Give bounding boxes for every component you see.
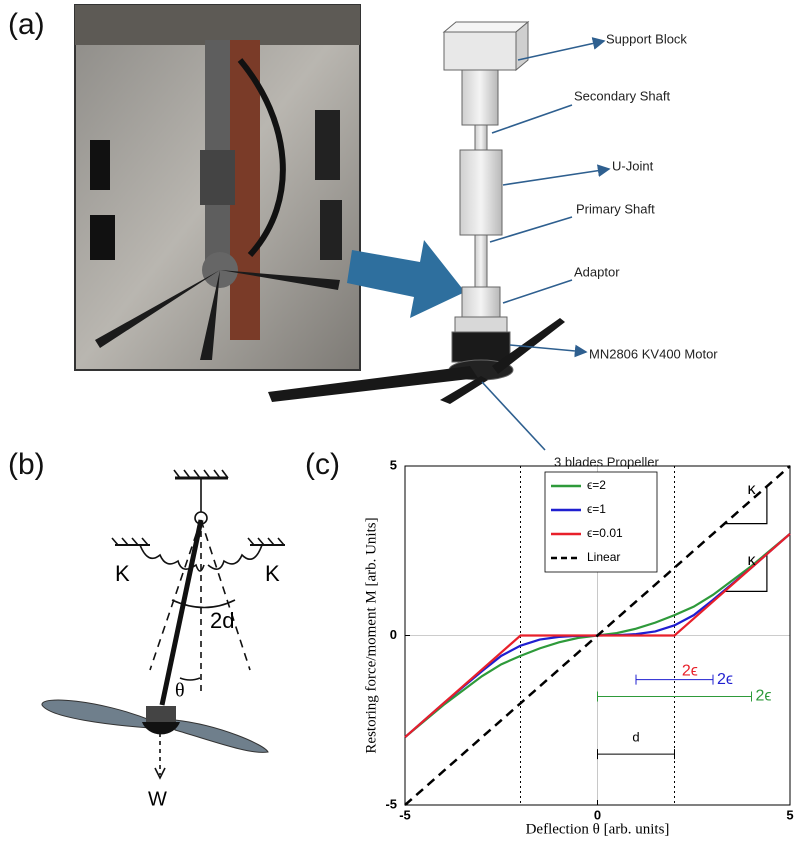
cad-drawing <box>268 20 565 404</box>
spring-label: K <box>265 561 280 586</box>
y-axis-label: Restoring force/moment M [arb. Units] <box>363 517 379 753</box>
legend-label: ϵ=1 <box>587 502 606 516</box>
annotation: 2ϵ <box>682 662 698 679</box>
slope-markers <box>724 486 768 593</box>
cad-label: Primary Shaft <box>576 201 655 216</box>
bracket-label: 2ϵ <box>717 671 733 688</box>
panel-label: (b) <box>8 448 45 481</box>
propeller <box>41 699 269 753</box>
pendulum-diagram <box>111 469 285 780</box>
cad-label: 3 blades Propeller <box>554 454 659 469</box>
legend-label: Linear <box>587 550 620 564</box>
cad-label: Support Block <box>606 31 687 46</box>
angle-label: 2d <box>210 608 234 633</box>
legend-label: ϵ=0.01 <box>587 526 623 540</box>
annotation: κ <box>748 481 757 498</box>
x-tick-label: -5 <box>399 807 411 822</box>
cad-label: U-Joint <box>612 158 654 173</box>
arrow <box>347 240 465 318</box>
leader-lines <box>481 37 611 451</box>
series-line <box>404 465 791 806</box>
bracket-label: 2ϵ <box>756 688 772 705</box>
y-tick-label: -5 <box>385 796 397 811</box>
panel-label: (c) <box>305 448 340 481</box>
bracket-label: d <box>632 730 639 745</box>
panel-label: (a) <box>8 8 45 41</box>
cad-label: Adaptor <box>574 264 620 279</box>
x-tick-label: 0 <box>594 807 601 822</box>
y-tick-label: 0 <box>390 627 397 642</box>
annotation: κ <box>748 552 757 569</box>
photo <box>74 4 361 371</box>
x-tick-label: 5 <box>786 807 793 822</box>
angle-label: θ <box>175 680 185 702</box>
x-axis-label: Deflection θ [arb. units] <box>526 821 670 837</box>
cad-label: Secondary Shaft <box>574 88 671 103</box>
y-tick-label: 5 <box>390 457 397 472</box>
legend-box <box>544 471 658 573</box>
weight-label: W <box>148 788 167 810</box>
legend-label: ϵ=2 <box>587 478 606 492</box>
chart: -5 0 5 -5 0 5 Deflection θ [arb. units] Restori… <box>363 457 793 837</box>
spring-label: K <box>115 561 130 586</box>
cad-label: MN2806 KV400 Motor <box>589 346 718 361</box>
